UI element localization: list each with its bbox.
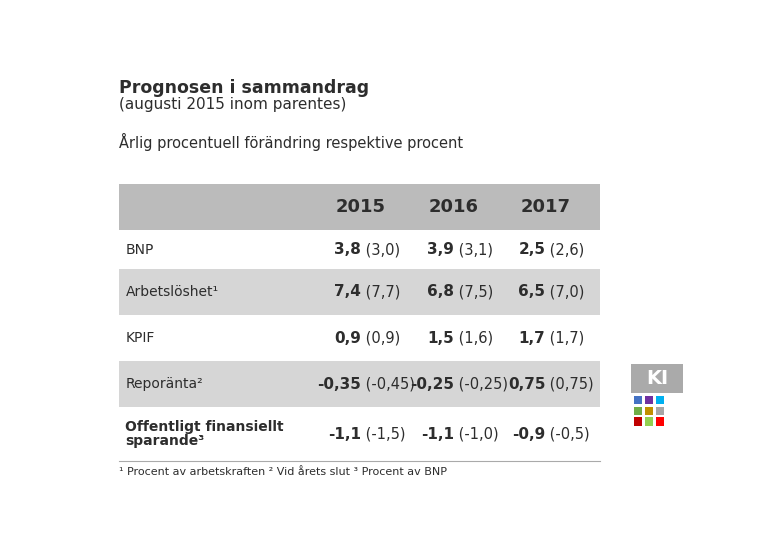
Bar: [634, 407, 642, 415]
Text: (augusti 2015 inom parentes): (augusti 2015 inom parentes): [119, 97, 346, 112]
Text: Reporänta²: Reporänta²: [126, 377, 203, 392]
Text: 1,7: 1,7: [519, 330, 545, 346]
Bar: [119, 361, 600, 408]
Bar: [634, 417, 642, 426]
Text: 0,9: 0,9: [334, 330, 361, 346]
Bar: [119, 269, 600, 315]
Text: sparande³: sparande³: [126, 434, 204, 448]
Bar: [644, 396, 653, 404]
Text: 0,75: 0,75: [508, 377, 545, 392]
Text: (3,0): (3,0): [361, 242, 400, 257]
Bar: [119, 231, 600, 269]
Text: 2,5: 2,5: [519, 242, 545, 257]
Text: 2017: 2017: [520, 198, 570, 216]
Text: -1,1: -1,1: [421, 427, 454, 442]
Text: (3,1): (3,1): [454, 242, 493, 257]
Text: (7,0): (7,0): [545, 285, 585, 300]
Bar: [644, 407, 653, 415]
Text: (1,6): (1,6): [454, 330, 493, 346]
Text: -0,35: -0,35: [317, 377, 361, 392]
Text: 2016: 2016: [429, 198, 479, 216]
Text: 3,8: 3,8: [334, 242, 361, 257]
Bar: [634, 396, 642, 404]
Text: KPIF: KPIF: [126, 331, 154, 345]
Bar: [119, 184, 600, 231]
Text: (-1,5): (-1,5): [361, 427, 406, 442]
Text: (7,5): (7,5): [454, 285, 493, 300]
Text: 2015: 2015: [336, 198, 386, 216]
Bar: [119, 315, 600, 361]
Text: -0,25: -0,25: [410, 377, 454, 392]
Text: (0,9): (0,9): [361, 330, 400, 346]
Text: (-0,5): (-0,5): [545, 427, 590, 442]
Text: ¹ Procent av arbetskraften ² Vid årets slut ³ Procent av BNP: ¹ Procent av arbetskraften ² Vid årets s…: [119, 467, 447, 477]
Text: (-0,25): (-0,25): [454, 377, 508, 392]
Text: 3,9: 3,9: [427, 242, 454, 257]
Text: 1,5: 1,5: [427, 330, 454, 346]
Text: (7,7): (7,7): [361, 285, 400, 300]
Text: (0,75): (0,75): [545, 377, 594, 392]
Text: -1,1: -1,1: [328, 427, 361, 442]
Bar: [655, 417, 664, 426]
Bar: [655, 396, 664, 404]
Bar: [119, 408, 600, 461]
Text: (2,6): (2,6): [545, 242, 585, 257]
Bar: [644, 417, 653, 426]
Text: Årlig procentuell förändring respektive procent: Årlig procentuell förändring respektive …: [119, 132, 463, 151]
Text: Prognosen i sammandrag: Prognosen i sammandrag: [119, 79, 369, 97]
Text: BNP: BNP: [126, 242, 154, 256]
Text: KI: KI: [646, 369, 668, 388]
Text: (-0,45): (-0,45): [361, 377, 415, 392]
Text: 6,8: 6,8: [427, 285, 454, 300]
Text: (1,7): (1,7): [545, 330, 585, 346]
Text: Arbetslöshet¹: Arbetslöshet¹: [126, 285, 218, 299]
Text: -0,9: -0,9: [512, 427, 545, 442]
Bar: [655, 407, 664, 415]
Text: 7,4: 7,4: [334, 285, 361, 300]
Bar: [631, 363, 683, 393]
Text: (-1,0): (-1,0): [454, 427, 498, 442]
Text: 6,5: 6,5: [519, 285, 545, 300]
Text: Offentligt finansiellt: Offentligt finansiellt: [126, 421, 284, 435]
